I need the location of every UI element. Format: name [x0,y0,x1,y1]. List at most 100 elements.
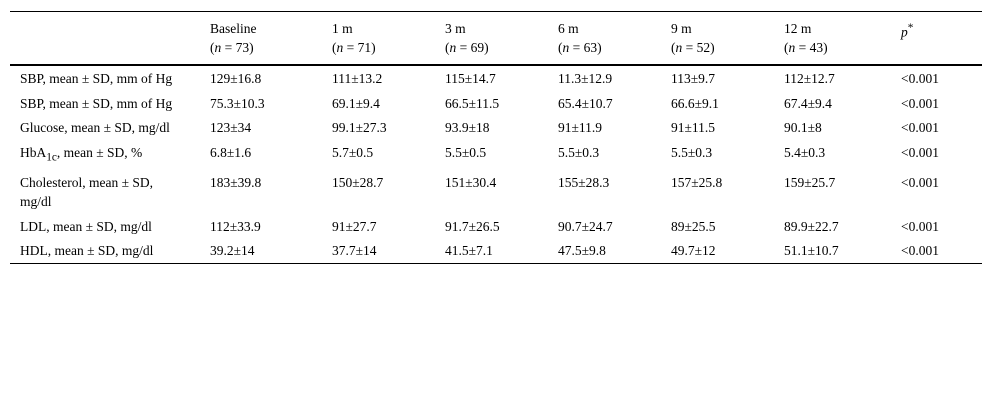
cell: 99.1±27.3 [332,120,387,135]
sample-symbol: n [788,40,796,55]
cell: 89.9±22.7 [784,218,839,234]
row-label: SBP, mean ± SD, mm of Hg [10,65,210,91]
column-header: 12 m (n = 43) [784,12,901,66]
data-table: Baseline (n = 73) 1 m (n = 71) 3 m (n = 69) 6 … [10,11,982,264]
cell: 112±33.9 [210,218,261,234]
cell: 5.5±0.5 [445,144,487,160]
cell: 157±25.8 [671,174,723,190]
cell: <0.001 [901,243,939,259]
header-row: Baseline (n = 73) 1 m (n = 71) 3 m (n = 69) 6 … [10,11,982,66]
sample-symbol: n [336,40,344,55]
label-text: SBP, mean ± SD, mm of Hg [20,71,173,86]
cell: 90.7±24.7 [558,218,613,234]
cell: 39.2±14 [210,243,255,259]
sample-size: = 69) [459,40,489,55]
cell: 6.8±1.6 [210,144,252,160]
column-header: Baseline (n = 73) [210,12,332,66]
cell: <0.001 [901,95,939,111]
cell: 5.7±0.5 [332,144,374,160]
cell: 69.1±9.4 [332,95,380,111]
cell: <0.001 [901,120,939,135]
sample-size: = 52) [685,40,715,55]
label-text: Cholesterol, mean ± SD, mg/dl [20,174,154,210]
table-row: HDL, mean ± SD, mg/dl 39.2±14 37.7±14 41.5±… [10,238,982,264]
label-text: SBP, mean ± SD, mm of Hg [20,95,173,111]
row-label: HbA1c, mean ± SD, % [10,140,210,170]
cell: 75.3±10.3 [210,95,265,111]
cell: 47.5±9.8 [558,243,606,259]
table-row: SBP, mean ± SD, mm of Hg 129±16.8 111±13.2… [10,65,982,91]
cell: 66.5±11.5 [445,95,500,111]
cell: 113±9.7 [671,71,716,86]
label-rest: , mean ± SD, % [56,144,143,160]
cell: 5.5±0.3 [558,144,600,160]
table-row: LDL, mean ± SD, mg/dl 112±33.9 91±27.7 91.7… [10,214,982,239]
sample-size: = 43) [798,40,828,55]
cell: 66.6±9.1 [671,95,719,111]
cell: 49.7±12 [671,243,716,259]
cell: 65.4±10.7 [558,95,613,111]
column-header: 9 m (n = 52) [671,12,784,66]
cell: 5.4±0.3 [784,144,826,160]
column-title: 12 m [784,21,812,36]
cell: <0.001 [901,71,939,86]
sample-open: ( [784,40,789,55]
sample-size: = 73) [224,40,254,55]
sample-open: ( [210,40,215,55]
cell: 91±11.5 [671,120,716,135]
cell: 41.5±7.1 [445,243,493,259]
sample-symbol: n [562,40,570,55]
label-sub: 1c [46,151,57,164]
p-symbol: p [901,24,908,40]
cell: <0.001 [901,218,939,234]
column-header: 3 m (n = 69) [445,12,558,66]
label-text: HDL, mean ± SD, mg/dl [20,243,154,259]
row-label: Cholesterol, mean ± SD, mg/dl [10,170,210,214]
cell: 91±27.7 [332,218,377,234]
cell: 91±11.9 [558,120,603,135]
cell: 151±30.4 [445,174,497,190]
cell: 11.3±12.9 [558,71,613,86]
table-row: HbA1c, mean ± SD, % 6.8±1.6 5.7±0.5 5.5±0.5… [10,140,982,170]
row-label: SBP, mean ± SD, mm of Hg [10,91,210,116]
column-title: 6 m [558,21,579,36]
cell: 150±28.7 [332,174,384,190]
cell: 90.1±8 [784,120,822,135]
column-title: 3 m [445,21,466,36]
column-title: Baseline [210,21,257,36]
cell: 89±25.5 [671,218,716,234]
cell: 91.7±26.5 [445,218,500,234]
cell: 112±12.7 [784,71,835,86]
cell: <0.001 [901,144,939,160]
cell: 5.5±0.3 [671,144,713,160]
label-text: LDL, mean ± SD, mg/dl [20,218,152,234]
row-label: HDL, mean ± SD, mg/dl [10,238,210,263]
table-body: SBP, mean ± SD, mm of Hg 129±16.8 111±13.2… [10,65,982,264]
label-text: HbA [20,144,47,160]
row-label: LDL, mean ± SD, mg/dl [10,214,210,239]
table-row: SBP, mean ± SD, mm of Hg 75.3±10.3 69.1±9.… [10,91,982,116]
cell: 111±13.2 [332,71,383,86]
column-header: 6 m (n = 63) [558,12,671,66]
p-header: p* [901,12,982,66]
sample-open: ( [332,40,337,55]
cell: 159±25.7 [784,174,836,190]
sample-open: ( [558,40,563,55]
label-text: Glucose, mean ± SD, mg/dl [20,120,170,135]
column-title: 1 m [332,21,353,36]
cell: 129±16.8 [210,71,262,86]
cell: 93.9±18 [445,120,490,135]
cell: 115±14.7 [445,71,496,86]
cell: 51.1±10.7 [784,243,839,259]
sample-size: = 71) [346,40,376,55]
p-note: * [907,22,914,34]
cell: 155±28.3 [558,174,610,190]
sample-size: = 63) [572,40,602,55]
cell: 67.4±9.4 [784,95,832,111]
cell: 183±39.8 [210,174,262,190]
sample-symbol: n [214,40,222,55]
row-label: Glucose, mean ± SD, mg/dl [10,115,210,140]
cell: 37.7±14 [332,243,377,259]
sample-symbol: n [449,40,457,55]
